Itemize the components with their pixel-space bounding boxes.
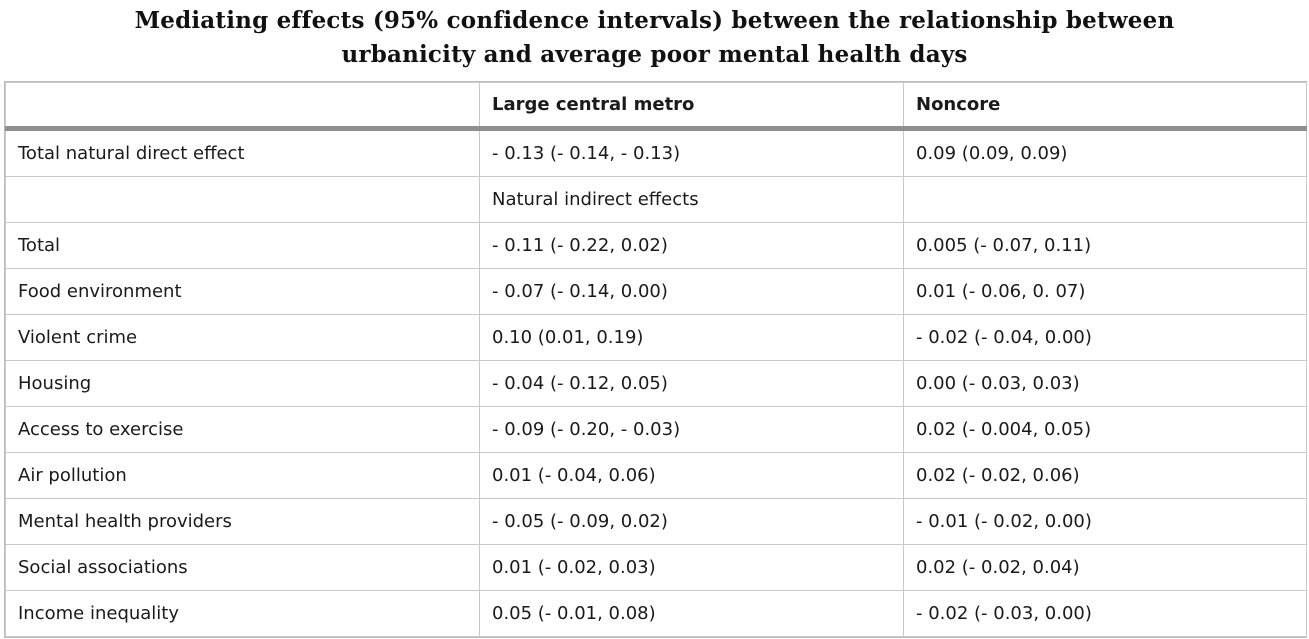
table-row: Air pollution 0.01 (- 0.04, 0.06) 0.02 (… — [5, 452, 1307, 499]
row-label: Violent crime — [5, 314, 480, 361]
header-cell-large-central-metro: Large central metro — [479, 82, 904, 131]
table-row: Housing - 0.04 (- 0.12, 0.05) 0.00 (- 0.… — [5, 360, 1307, 407]
table-row: Total - 0.11 (- 0.22, 0.02) 0.005 (- 0.0… — [5, 222, 1307, 269]
large-central-metro-value: 0.10 (0.01, 0.19) — [479, 314, 904, 361]
table-row: Natural indirect effects — [5, 176, 1307, 223]
row-label: Air pollution — [5, 452, 480, 499]
header-cell-noncore: Noncore — [903, 82, 1307, 131]
title-line-1: Mediating effects (95% confidence interv… — [134, 7, 1175, 34]
results-table-container: Large central metro Noncore Total natura… — [4, 81, 1307, 638]
large-central-metro-value: - 0.11 (- 0.22, 0.02) — [479, 222, 904, 269]
table-row: Total natural direct effect - 0.13 (- 0.… — [5, 128, 1307, 177]
noncore-value: 0.005 (- 0.07, 0.11) — [903, 222, 1307, 269]
table-row: Access to exercise - 0.09 (- 0.20, - 0.0… — [5, 406, 1307, 453]
large-central-metro-value: 0.01 (- 0.02, 0.03) — [479, 544, 904, 591]
noncore-value: 0.02 (- 0.004, 0.05) — [903, 406, 1307, 453]
large-central-metro-value: - 0.07 (- 0.14, 0.00) — [479, 268, 904, 315]
table-row: Food environment - 0.07 (- 0.14, 0.00) 0… — [5, 268, 1307, 315]
table-row: Income inequality 0.05 (- 0.01, 0.08) - … — [5, 590, 1307, 637]
noncore-value: 0.02 (- 0.02, 0.04) — [903, 544, 1307, 591]
section-label: Natural indirect effects — [479, 176, 904, 223]
noncore-value: 0.00 (- 0.03, 0.03) — [903, 360, 1307, 407]
row-label: Income inequality — [5, 590, 480, 637]
row-label — [5, 176, 480, 223]
large-central-metro-value: - 0.04 (- 0.12, 0.05) — [479, 360, 904, 407]
row-label: Social associations — [5, 544, 480, 591]
noncore-value: 0.09 (0.09, 0.09) — [903, 128, 1307, 177]
noncore-value: 0.01 (- 0.06, 0. 07) — [903, 268, 1307, 315]
title-line-2: urbanicity and average poor mental healt… — [341, 41, 968, 68]
noncore-value — [903, 176, 1307, 223]
large-central-metro-value: 0.01 (- 0.04, 0.06) — [479, 452, 904, 499]
header-cell-blank — [5, 82, 480, 131]
table-row: Violent crime 0.10 (0.01, 0.19) - 0.02 (… — [5, 314, 1307, 361]
row-label: Total natural direct effect — [5, 128, 480, 177]
noncore-value: - 0.02 (- 0.03, 0.00) — [903, 590, 1307, 637]
row-label: Access to exercise — [5, 406, 480, 453]
noncore-value: - 0.02 (- 0.04, 0.00) — [903, 314, 1307, 361]
table-title: Mediating effects (95% confidence interv… — [0, 4, 1309, 72]
large-central-metro-value: 0.05 (- 0.01, 0.08) — [479, 590, 904, 637]
row-label: Total — [5, 222, 480, 269]
row-label: Food environment — [5, 268, 480, 315]
row-label: Housing — [5, 360, 480, 407]
noncore-value: 0.02 (- 0.02, 0.06) — [903, 452, 1307, 499]
row-label: Mental health providers — [5, 498, 480, 545]
large-central-metro-value: - 0.05 (- 0.09, 0.02) — [479, 498, 904, 545]
table-row: Social associations 0.01 (- 0.02, 0.03) … — [5, 544, 1307, 591]
large-central-metro-value: - 0.09 (- 0.20, - 0.03) — [479, 406, 904, 453]
noncore-value: - 0.01 (- 0.02, 0.00) — [903, 498, 1307, 545]
large-central-metro-value: - 0.13 (- 0.14, - 0.13) — [479, 128, 904, 177]
table-row: Mental health providers - 0.05 (- 0.09, … — [5, 498, 1307, 545]
header-row: Large central metro Noncore — [5, 82, 1307, 131]
results-table: Large central metro Noncore Total natura… — [5, 82, 1307, 637]
